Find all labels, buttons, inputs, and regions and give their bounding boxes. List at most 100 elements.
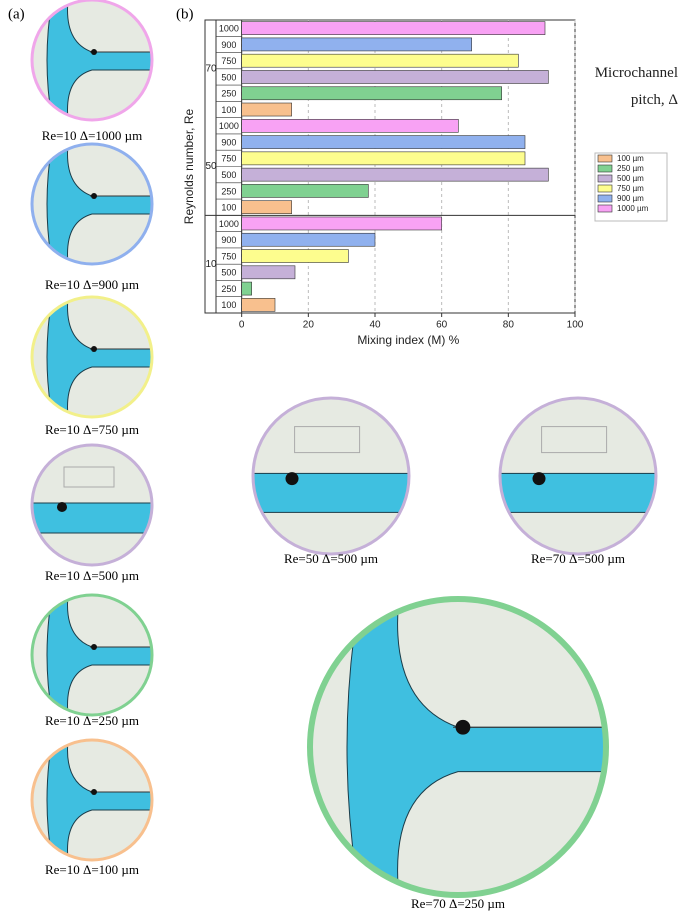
channel <box>32 502 152 534</box>
caption: Re=70 Δ=250 µm <box>411 896 505 911</box>
legend-entry: 900 µm <box>617 194 644 203</box>
bar <box>241 151 526 166</box>
micrograph-border <box>30 443 154 567</box>
panel-label: (a) <box>8 6 25 22</box>
micrograph <box>32 445 152 565</box>
bar-label: 500 <box>221 170 236 180</box>
caption: Re=10 Δ=100 µm <box>45 862 139 877</box>
bar <box>241 102 292 117</box>
legend-swatch <box>597 174 613 183</box>
legend-swatch <box>597 194 613 203</box>
bar-label: 500 <box>221 72 236 82</box>
y-tick-label: 50 <box>205 161 217 172</box>
bar <box>241 281 252 296</box>
channel <box>500 472 656 513</box>
bar-label: 250 <box>221 89 236 99</box>
caption: Re=10 Δ=750 µm <box>45 422 139 437</box>
caption: Re=10 Δ=900 µm <box>45 277 139 292</box>
bar <box>241 200 292 215</box>
channel <box>46 297 152 417</box>
bar <box>241 298 276 312</box>
micrograph-border <box>30 0 154 122</box>
caption: Re=10 Δ=1000 µm <box>42 128 143 143</box>
bar-label: 1000 <box>219 24 239 34</box>
bar-label: 900 <box>221 40 236 50</box>
legend-entry: 1000 µm <box>617 204 649 213</box>
bar-label: 250 <box>221 284 236 294</box>
micrograph-border <box>30 295 154 419</box>
caption: Re=10 Δ=500 µm <box>45 568 139 583</box>
bar-label: 750 <box>221 154 236 164</box>
bar <box>241 53 519 68</box>
channel <box>346 599 606 895</box>
micrograph-border <box>30 142 154 266</box>
bubble <box>91 346 97 352</box>
particle <box>63 466 115 488</box>
bar <box>241 70 549 84</box>
legend-entry: 750 µm <box>617 184 644 193</box>
channel <box>46 0 152 120</box>
x-tick-label: 0 <box>239 320 245 331</box>
bar <box>241 232 376 247</box>
bar-label: 100 <box>221 300 236 310</box>
micrograph <box>500 398 656 554</box>
bubble <box>285 472 299 486</box>
micrograph-border <box>30 593 154 717</box>
bar <box>241 135 526 149</box>
micrograph-border <box>251 396 411 556</box>
bar <box>241 21 546 35</box>
legend-swatch <box>597 154 613 163</box>
bar-label: 900 <box>221 235 236 245</box>
x-tick-label: 80 <box>503 320 515 331</box>
bubble <box>91 644 97 650</box>
caption: Re=10 Δ=250 µm <box>45 713 139 728</box>
y-axis-label: Reynolds number, Re <box>182 108 196 224</box>
bar <box>241 265 296 280</box>
y-tick-label: 10 <box>205 259 217 270</box>
bar-label: 1000 <box>219 219 239 229</box>
caption: Re=70 Δ=500 µm <box>531 551 625 566</box>
bubble <box>532 472 546 486</box>
x-tick-label: 60 <box>436 320 448 331</box>
micrograph <box>32 595 152 715</box>
caption: Re=50 Δ=500 µm <box>284 551 378 566</box>
x-tick-label: 40 <box>369 320 381 331</box>
particle <box>294 426 361 454</box>
bubble <box>91 49 97 55</box>
bar-label: 100 <box>221 203 236 213</box>
bar-label: 1000 <box>219 121 239 131</box>
bar-label: 750 <box>221 56 236 66</box>
bar <box>241 118 459 133</box>
micrograph-border <box>30 738 154 862</box>
bar-label: 900 <box>221 137 236 147</box>
bar-label: 100 <box>221 105 236 115</box>
bar-label: 250 <box>221 186 236 196</box>
particle <box>541 426 608 454</box>
y-tick-label: 70 <box>205 63 217 74</box>
legend-swatch <box>597 184 613 193</box>
micrograph <box>310 599 606 895</box>
bubble <box>91 789 97 795</box>
channel <box>46 740 152 860</box>
bubble <box>455 719 471 735</box>
channel <box>46 144 152 264</box>
legend-entry: 250 µm <box>617 164 644 173</box>
channel <box>46 595 152 715</box>
bubble <box>91 193 97 199</box>
x-tick-label: 20 <box>303 320 315 331</box>
legend-swatch <box>597 204 613 213</box>
micrograph <box>32 297 152 417</box>
micrograph-border <box>498 396 658 556</box>
bar-label: 500 <box>221 268 236 278</box>
bar <box>241 167 549 182</box>
x-axis-label: Mixing index (M) % <box>357 333 459 347</box>
legend-entry: 500 µm <box>617 174 644 183</box>
micrograph <box>253 398 409 554</box>
bar <box>241 249 349 263</box>
micrograph <box>32 144 152 264</box>
bar <box>241 184 369 198</box>
legend-swatch <box>597 164 613 173</box>
legend-title: Microchannel pitch, Δ <box>594 65 678 108</box>
